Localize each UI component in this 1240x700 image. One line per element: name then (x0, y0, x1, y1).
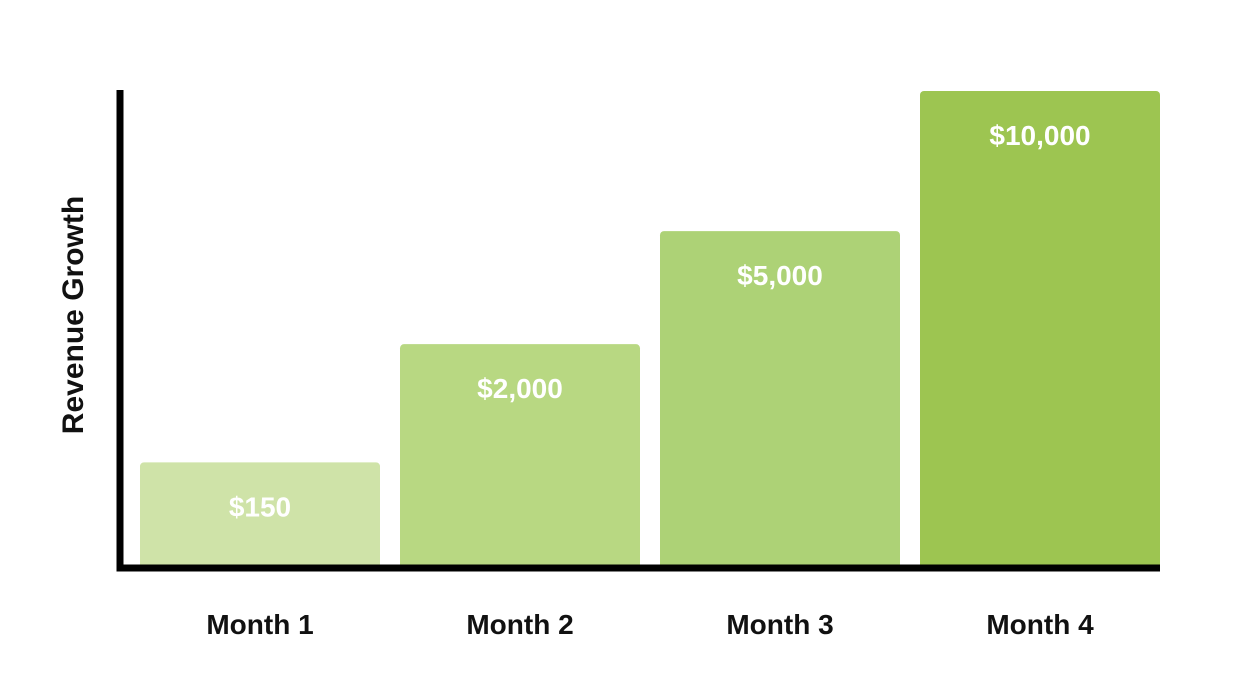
y-axis-title: Revenue Growth (57, 196, 90, 434)
x-tick-label-4: Month 4 (986, 609, 1094, 640)
bar-value-label-2: $2,000 (477, 373, 563, 404)
x-tick-labels: Month 1 Month 2 Month 3 Month 4 (206, 609, 1094, 640)
bar-value-label-4: $10,000 (989, 120, 1090, 151)
bar-value-label-1: $150 (229, 491, 291, 522)
x-tick-label-3: Month 3 (726, 609, 833, 640)
bar-2 (400, 344, 640, 571)
bar-value-label-3: $5,000 (737, 260, 823, 291)
bar-1 (140, 462, 380, 571)
bar-value-labels: $150 $2,000 $5,000 $10,000 (229, 120, 1091, 522)
x-tick-label-2: Month 2 (466, 609, 573, 640)
x-tick-label-1: Month 1 (206, 609, 313, 640)
bars-group (140, 91, 1160, 571)
bar-4 (920, 91, 1160, 571)
bar-3 (660, 231, 900, 571)
